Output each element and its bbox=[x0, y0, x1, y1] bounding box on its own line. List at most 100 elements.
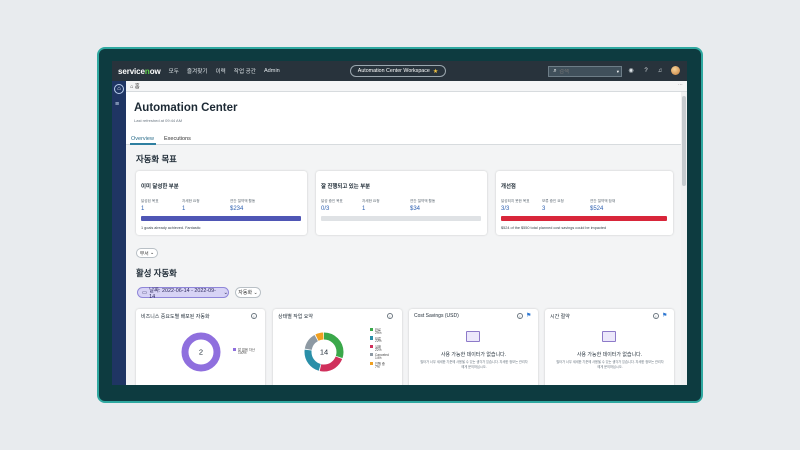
metric-value[interactable]: 1 bbox=[141, 206, 145, 212]
goal-card-achieved: 이미 달성한 부분 달성된 목표 자세한 요청 연간 절약액 활동 1 1 $2… bbox=[136, 171, 307, 235]
widget-title: 비즈니스 중요도별 배포된 자동화 bbox=[141, 314, 210, 320]
info-icon[interactable]: i bbox=[251, 313, 257, 319]
search-icon: ⌕ bbox=[553, 68, 557, 74]
card-title: 개선점 bbox=[501, 184, 516, 190]
main-content: Automation Center Last refreshed at 09:4… bbox=[126, 92, 681, 385]
card-title: 이미 달성한 부분 bbox=[141, 184, 179, 190]
info-icon[interactable]: i bbox=[517, 313, 523, 319]
donut-slice[interactable] bbox=[304, 332, 344, 372]
nav-admin[interactable]: Admin bbox=[263, 68, 280, 74]
status-donut-chart[interactable]: 14 bbox=[303, 331, 345, 373]
legend-label: Canceled bbox=[374, 352, 389, 357]
last-refreshed: Last refreshed at 09:44 AM bbox=[134, 118, 183, 123]
tab-overview[interactable]: Overview bbox=[131, 136, 154, 142]
nav-all[interactable]: 모두 bbox=[168, 69, 179, 75]
metric-value[interactable]: $34 bbox=[410, 206, 421, 212]
donut-slice[interactable] bbox=[181, 332, 221, 372]
global-search[interactable]: ⌕ ▾ bbox=[548, 66, 622, 77]
legend-pct: 7% bbox=[375, 364, 380, 369]
donut-slice[interactable] bbox=[304, 332, 344, 372]
legend-label: 진행 중 bbox=[374, 362, 385, 366]
widget-time-savings: 시간 절약 i ⚑ 사용 가능한 데이터가 없습니다. 필터가 너무 세세한 기… bbox=[545, 309, 674, 385]
legend-label: 완료 bbox=[374, 328, 381, 332]
page-scrollbar[interactable] bbox=[681, 92, 687, 385]
bell-icon[interactable]: ♫ bbox=[657, 68, 663, 74]
widget-task-summary-by-status: 상태별 작업 요약 i 14 완료 29% 보류 22% 실패 22% Canceled 14… bbox=[273, 309, 402, 385]
legend-item: 완료 bbox=[370, 327, 381, 332]
tab-executions[interactable]: Executions bbox=[164, 136, 191, 142]
nav-favorites[interactable]: 즐겨찾기 bbox=[186, 69, 208, 75]
chevron-down-icon: ⌄ bbox=[150, 250, 155, 256]
department-filter-button[interactable]: 부서 ⌄ bbox=[136, 248, 158, 258]
date-range-filter[interactable]: ▭ 날짜: 2022-06-14 - 2022-09-14 ⌄ bbox=[137, 287, 229, 300]
user-avatar[interactable] bbox=[671, 66, 680, 75]
legend-pct: 29% bbox=[375, 330, 382, 335]
empty-state-title: 사용 가능한 데이터가 없습니다. bbox=[576, 352, 643, 358]
info-icon[interactable]: i bbox=[653, 313, 659, 319]
workspace-label: Automation Center Workspace bbox=[357, 68, 430, 74]
legend-item: 실패 bbox=[370, 344, 381, 349]
widget-deployed-by-criticality: 비즈니스 중요도별 배포된 자동화 i 2 알 없음 자산 100% bbox=[136, 309, 265, 385]
menu-icon[interactable]: ≡ bbox=[115, 101, 120, 108]
legend-item: 진행 중 bbox=[370, 361, 385, 366]
metric-label: 연간 절약액 활동 bbox=[230, 199, 256, 203]
achieved-progress-bar bbox=[141, 216, 301, 221]
empty-state-title: 사용 가능한 데이터가 없습니다. bbox=[440, 352, 507, 358]
star-icon[interactable]: ★ bbox=[432, 68, 439, 75]
nav-history[interactable]: 이력 bbox=[215, 69, 226, 75]
legend-pct: 22% bbox=[375, 347, 382, 352]
metric-value[interactable]: 3 bbox=[542, 206, 546, 212]
legend-pct: 100% bbox=[238, 351, 247, 355]
automation-filter[interactable]: 자동화 ⌄ bbox=[235, 287, 261, 298]
chevron-down-icon: ⌄ bbox=[223, 289, 228, 296]
tab-overflow-icon[interactable]: ⋯ bbox=[678, 82, 683, 88]
chevron-down-icon[interactable]: ▾ bbox=[616, 68, 619, 74]
legend-item: 알 없음 자산 bbox=[233, 347, 255, 352]
legend-swatch bbox=[370, 336, 374, 340]
nav-workspaces[interactable]: 작업 공간 bbox=[233, 69, 256, 75]
top-navigation: servicenow 모두 즐겨찾기 이력 작업 공간 Admin Automa… bbox=[112, 61, 687, 81]
metric-value[interactable]: 1 bbox=[182, 206, 186, 212]
search-input[interactable] bbox=[559, 68, 611, 75]
on-track-progress-bar bbox=[321, 216, 481, 221]
metric-label: 달성되지 못한 목표 bbox=[501, 199, 530, 203]
tab-home[interactable]: ⌂ 홈 bbox=[130, 84, 140, 90]
criticality-donut-chart[interactable]: 2 bbox=[180, 331, 222, 373]
legend-pct: 22% bbox=[375, 339, 382, 344]
metric-value[interactable]: $524 bbox=[590, 206, 604, 212]
scrollbar-thumb[interactable] bbox=[682, 96, 686, 186]
widget-cost-savings: Cost Savings (USD) i ⚑ 사용 가능한 데이터가 없습니다.… bbox=[409, 309, 538, 385]
metric-value[interactable]: 1 bbox=[362, 206, 366, 212]
legend-swatch bbox=[370, 327, 374, 332]
globe-icon[interactable]: ◉ bbox=[628, 68, 634, 74]
metric-label: 자세한 요청 bbox=[182, 199, 200, 203]
widget-title: 상태별 작업 요약 bbox=[278, 314, 313, 320]
donut-slice[interactable] bbox=[304, 332, 344, 372]
workspace-pill[interactable]: Automation Center Workspace ★ bbox=[350, 65, 446, 77]
home-icon[interactable]: ⌂ bbox=[114, 84, 124, 94]
subtab-bar: Overview Executions bbox=[126, 132, 681, 145]
servicenow-logo[interactable]: servicenow bbox=[118, 66, 161, 76]
metric-value[interactable]: 3/3 bbox=[501, 206, 510, 212]
empty-state-icon bbox=[466, 331, 480, 342]
card-title: 잘 진행되고 있는 부분 bbox=[321, 184, 371, 190]
metric-label: 연간 절약액 잠재 bbox=[590, 199, 616, 203]
metric-value[interactable]: $234 bbox=[230, 206, 244, 212]
goal-card-improve: 개선점 달성되지 못한 목표 보류 중인 요청 연간 절약액 잠재 3/3 3 … bbox=[496, 171, 673, 235]
help-icon[interactable]: ? bbox=[644, 68, 648, 74]
chevron-down-icon: ⌄ bbox=[253, 289, 258, 296]
legend-swatch bbox=[370, 344, 374, 349]
info-icon[interactable]: i bbox=[387, 313, 393, 319]
metric-value[interactable]: 0/3 bbox=[321, 206, 330, 212]
metric-label: 달성 중인 목표 bbox=[321, 199, 343, 203]
app-screen: servicenow 모두 즐겨찾기 이력 작업 공간 Admin Automa… bbox=[112, 61, 687, 385]
flag-icon[interactable]: ⚑ bbox=[526, 313, 532, 319]
goal-card-on-track: 잘 진행되고 있는 부분 달성 중인 목표 자세한 요청 연간 절약액 활동 0… bbox=[316, 171, 487, 235]
flag-icon[interactable]: ⚑ bbox=[662, 313, 668, 319]
metric-label: 보류 중인 요청 bbox=[542, 199, 564, 203]
metric-label: 달성된 목표 bbox=[141, 199, 159, 203]
active-tab-indicator bbox=[130, 143, 156, 145]
tab-bar: ⌂ 홈 ⋯ bbox=[126, 81, 687, 92]
empty-state-icon bbox=[602, 331, 616, 342]
legend-swatch bbox=[370, 361, 374, 366]
